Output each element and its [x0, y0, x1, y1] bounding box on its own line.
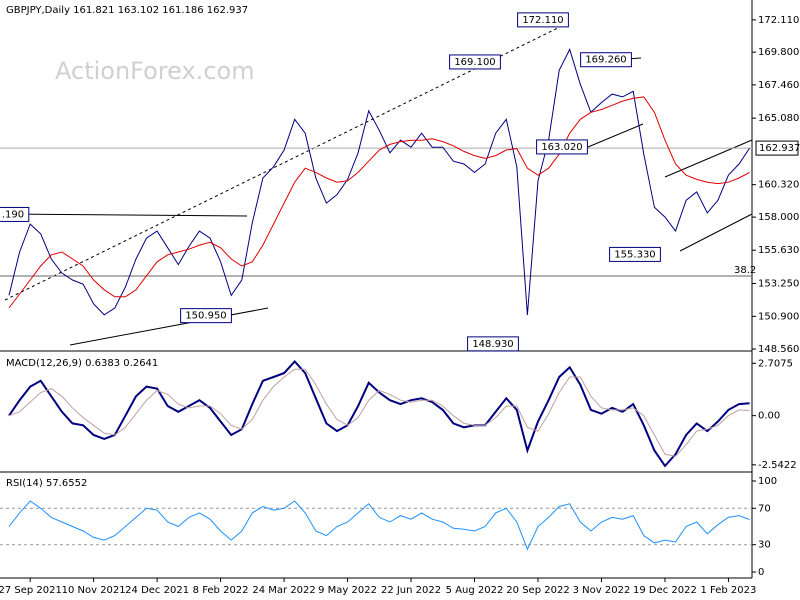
y-tick-label: 30 — [758, 540, 771, 551]
y-tick-label: 160.320 — [758, 180, 799, 191]
fib-label: 38.2 — [734, 265, 756, 276]
y-tick-label: 0.00 — [758, 411, 780, 422]
annotation-box — [517, 12, 569, 28]
x-tick-label: 20 Sep 2022 — [506, 585, 569, 596]
x-tick-label: 24 Mar 2022 — [252, 585, 315, 596]
y-tick-label: 150.900 — [758, 311, 799, 322]
x-tick-label: 19 Dec 2022 — [633, 585, 697, 596]
watermark: ActionForex.com — [55, 57, 255, 85]
annotation-label: 169.260 — [585, 55, 626, 66]
y-tick-label: 167.460 — [758, 80, 799, 91]
annotation-label: 163.020 — [541, 142, 582, 153]
x-tick-label: 9 May 2022 — [318, 585, 377, 596]
annotation-label: 155.330 — [614, 249, 655, 260]
price-box — [755, 140, 799, 156]
annotation-label: .190 — [2, 209, 24, 220]
series-line — [8, 368, 750, 457]
x-tick-label: 3 Nov 2022 — [573, 585, 631, 596]
trendline — [69, 307, 269, 346]
series-line — [8, 48, 751, 316]
annotation-label: 172.110 — [522, 15, 563, 26]
y-tick-label: 158.000 — [758, 212, 799, 223]
trendline — [0, 213, 248, 217]
x-tick-label: 10 Nov 2021 — [62, 585, 126, 596]
annotation-box — [536, 139, 588, 155]
price-label: 162.937 — [759, 143, 800, 154]
y-tick-label: 155.630 — [758, 245, 799, 256]
rsi-title: RSI(14) 57.6552 — [6, 478, 87, 489]
y-tick-label: 172.110 — [758, 15, 799, 26]
x-tick-label: 1 Feb 2023 — [701, 585, 757, 596]
annotation-label: 150.950 — [185, 311, 226, 322]
trendline — [664, 139, 753, 178]
y-tick-label: 165.080 — [758, 113, 799, 124]
y-tick-label: -2.5422 — [758, 460, 797, 471]
annotation-box — [0, 206, 30, 222]
y-tick-label: 100 — [758, 476, 777, 487]
trendline — [679, 213, 753, 252]
annotation-box — [180, 308, 232, 324]
annotation-box — [449, 54, 501, 70]
trendline — [587, 123, 644, 148]
x-tick-label: 27 Sep 2021 — [0, 585, 62, 596]
y-tick-label: 153.250 — [758, 278, 799, 289]
x-tick-label: 5 Aug 2022 — [446, 585, 504, 596]
x-tick-label: 8 Feb 2022 — [193, 585, 249, 596]
annotation-box — [580, 52, 632, 68]
annotation-label: 148.930 — [472, 339, 513, 350]
x-tick-label: 22 Jun 2022 — [381, 585, 441, 596]
y-tick-label: 2.7075 — [758, 358, 793, 369]
y-tick-label: 169.800 — [758, 47, 799, 58]
y-tick-label: 148.560 — [758, 344, 799, 355]
annotation-box — [609, 246, 661, 262]
y-tick-label: 70 — [758, 503, 771, 514]
macd-title: MACD(12,26,9) 0.6383 0.2641 — [6, 358, 158, 369]
y-tick-label: 0 — [758, 567, 764, 578]
annotation-label: 169.100 — [454, 57, 495, 68]
chart-title: GBPJPY,Daily 161.821 163.102 161.186 162… — [6, 5, 248, 16]
series-line — [8, 500, 750, 551]
x-tick-label: 24 Dec 2021 — [125, 585, 189, 596]
series-line — [8, 96, 750, 309]
annotation-box — [467, 336, 519, 352]
